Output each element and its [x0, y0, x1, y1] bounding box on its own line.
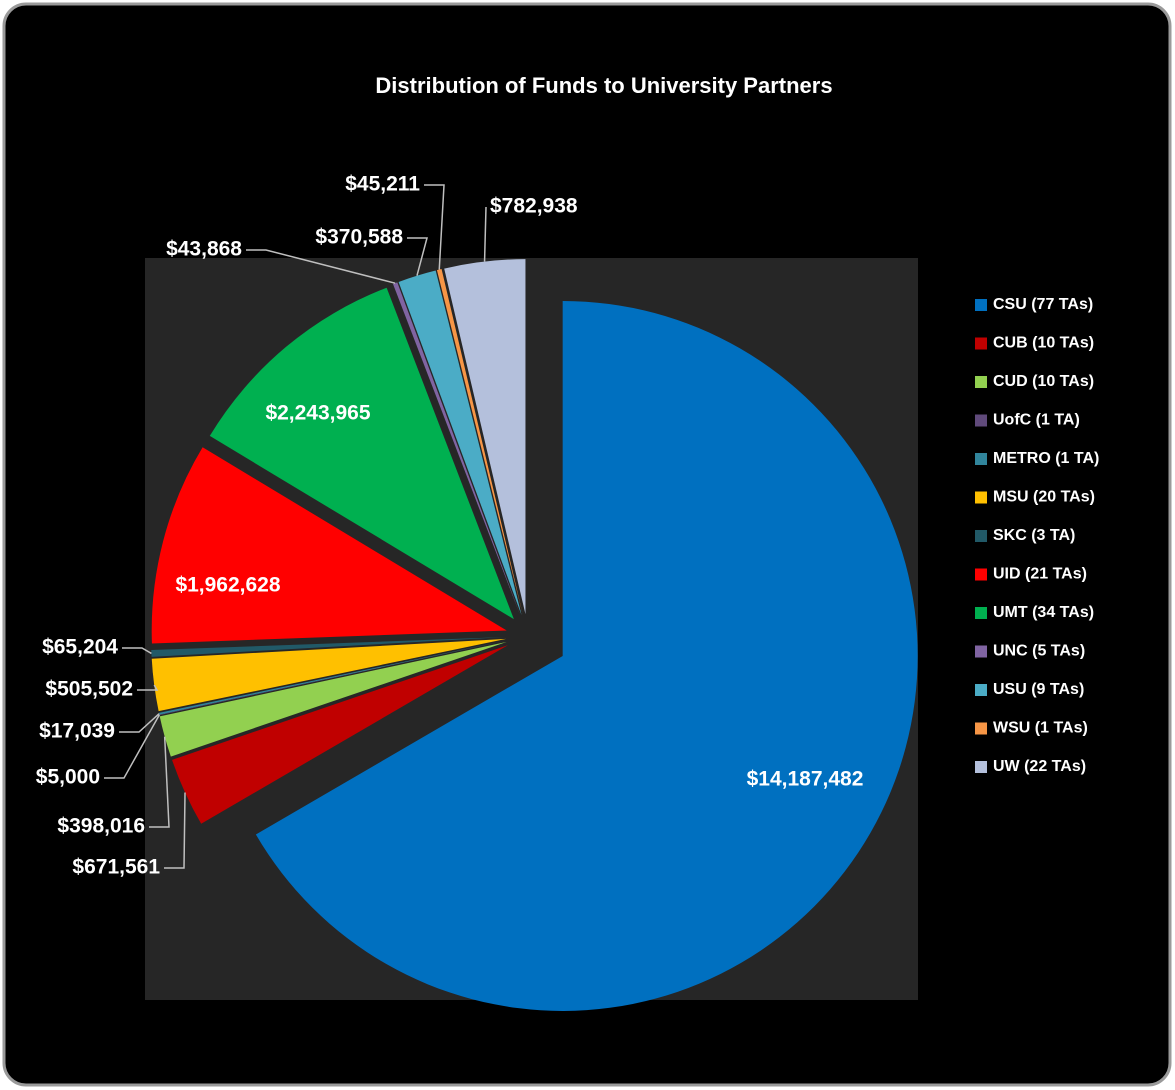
pie-slice: [393, 282, 521, 616]
data-label: $17,039: [39, 720, 115, 743]
leader-line: [104, 714, 161, 779]
data-label: $43,868: [166, 238, 242, 261]
data-label: $398,016: [57, 815, 145, 838]
data-label: $370,588: [315, 226, 403, 249]
legend-swatch: [975, 376, 987, 388]
legend-label: CUB (10 TAs): [993, 335, 1094, 352]
pie-slice: [158, 640, 507, 715]
pie-slice: [436, 269, 523, 615]
legend-swatch: [975, 684, 987, 696]
data-label: $505,502: [45, 678, 133, 701]
legend-label: UofC (1 TA): [993, 412, 1080, 429]
legend-swatch: [975, 491, 987, 504]
legend-swatch: [975, 414, 987, 427]
pie-slice: [255, 300, 918, 1011]
leader-line: [483, 206, 487, 262]
legend-label: UID (21 TAs): [993, 566, 1087, 583]
pie-slice: [209, 287, 514, 620]
legend-swatch: [975, 568, 987, 581]
legend-label: USU (9 TAs): [993, 681, 1084, 698]
leader-line: [246, 249, 396, 284]
chart-title: Distribution of Funds to University Part…: [375, 73, 832, 98]
leader-line: [119, 713, 160, 733]
pie-slice: [398, 270, 522, 615]
legend-label: SKC (3 TA): [993, 527, 1075, 544]
legend-label: UNC (5 TAs): [993, 643, 1085, 660]
data-label: $782,938: [490, 195, 578, 218]
legend-label: CSU (77 TAs): [993, 296, 1093, 313]
leader-line: [137, 684, 159, 691]
leader-line: [149, 736, 170, 828]
leader-line: [164, 792, 186, 869]
legend-swatch: [975, 453, 987, 465]
legend-label: METRO (1 TA): [993, 450, 1099, 467]
data-label: $14,187,482: [747, 768, 864, 791]
pie-slice: [172, 645, 508, 824]
data-label: $1,962,628: [175, 574, 280, 597]
legend-label: UMT (34 TAs): [993, 604, 1094, 621]
leader-line: [122, 647, 152, 655]
legend-label: MSU (20 TAs): [993, 489, 1095, 506]
data-label: $5,000: [36, 766, 100, 789]
data-label: $45,211: [345, 173, 420, 196]
pie-slice: [151, 637, 507, 657]
leader-line: [407, 237, 428, 276]
pie-slice: [151, 447, 507, 644]
pie-slice: [159, 641, 507, 757]
legend-swatch: [975, 722, 987, 735]
legend-swatch: [975, 337, 987, 350]
data-label: $65,204: [42, 636, 118, 659]
legend-swatch: [975, 645, 987, 658]
legend-swatch: [975, 607, 987, 619]
legend-swatch: [975, 530, 987, 542]
legend-label: UW (22 TAs): [993, 758, 1086, 775]
pie-slice: [159, 640, 507, 716]
pie-slice: [444, 259, 526, 615]
legend-label: WSU (1 TAs): [993, 720, 1088, 737]
legend-swatch: [975, 761, 987, 773]
legend-label: CUD (10 TAs): [993, 373, 1094, 390]
leader-line: [424, 184, 445, 270]
data-label: $2,243,965: [265, 402, 370, 425]
data-label: $671,561: [72, 856, 160, 879]
pie-slice: [151, 638, 507, 712]
legend-swatch: [975, 299, 987, 311]
